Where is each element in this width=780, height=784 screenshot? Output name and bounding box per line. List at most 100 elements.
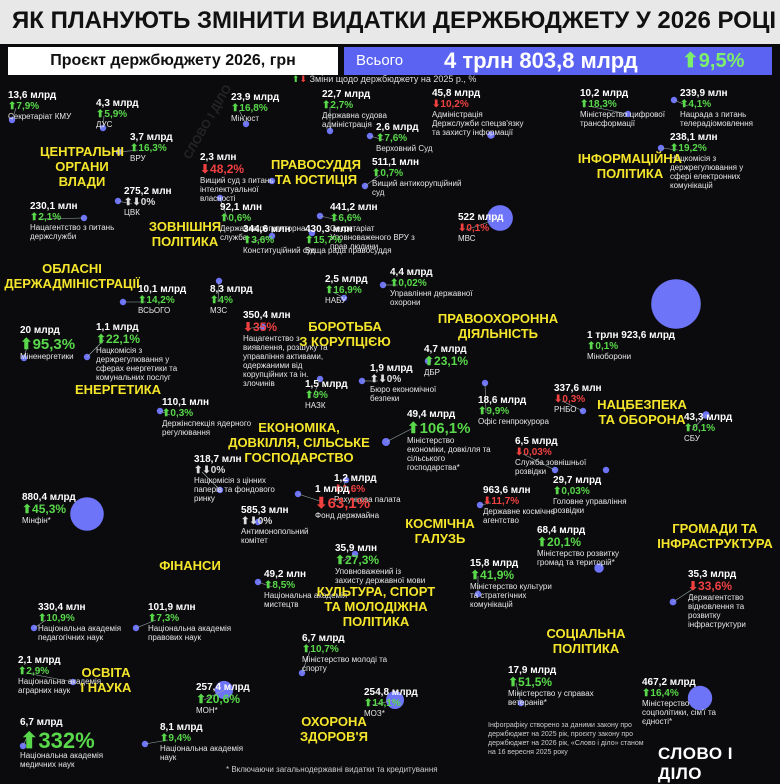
amount-text: 2,3 млн — [200, 152, 236, 163]
item-name: Держагентство — [688, 593, 744, 602]
bubble-label-5.0: 522 млрд⬇0,1%МВС — [458, 212, 504, 243]
bubble-label-14.0: 330,4 млн⬆10,9%Національна академіяпедаг… — [38, 602, 121, 642]
category-name: КУЛЬТУРА, СПОРТ — [317, 584, 436, 599]
item-name: держрегулювання у — [670, 163, 743, 172]
bubble-9.3 — [254, 518, 262, 526]
item-name: МВС — [458, 234, 476, 243]
item-name: сфері електронних — [670, 172, 740, 181]
bubble-label-7.1: 337,6 млн⬇0,3%РНБО — [554, 383, 602, 414]
item-name: ВСЬОГО — [138, 306, 170, 315]
item-name: РНБО — [554, 405, 577, 414]
change-text: ⬆9,9% — [478, 406, 509, 417]
category-name: ФІНАНСИ — [159, 558, 221, 573]
item-name: Державна судова — [322, 111, 387, 120]
category-name: ПОЛІТИКА — [597, 166, 664, 181]
amount-text: 8,1 млрд — [160, 722, 203, 733]
amount-text: 35,3 млрд — [688, 569, 737, 580]
leader-line — [159, 410, 171, 416]
amount-text: 45,8 млрд — [432, 88, 481, 99]
item-name: наук — [160, 753, 177, 762]
leader-line — [25, 672, 74, 683]
change-text: ⬆16,3% — [130, 143, 167, 154]
item-name: розвитку — [688, 611, 720, 620]
amount-text: 10,2 млрд — [580, 88, 629, 99]
item-name: охорони — [390, 298, 421, 307]
down-arrow-icon: ⬇ — [299, 74, 308, 84]
bubble-label-1.7: 344,6 млн⬆3,6%Конституційний суд — [243, 224, 316, 255]
amount-text: 2,1 млрд — [18, 655, 61, 666]
item-name: злочинів — [243, 379, 275, 388]
leader-line — [238, 109, 247, 125]
item-name: Міноборони — [587, 352, 631, 361]
category-name: ІНФРАСТРУКТУРА — [657, 536, 773, 551]
leader-line — [587, 105, 629, 115]
leader-line — [301, 650, 311, 674]
amount-text: 467,2 млрд — [642, 677, 696, 688]
item-name: ДУС — [96, 120, 113, 129]
amount-text: 2,6 млрд — [376, 122, 419, 133]
item-name: прав людини — [330, 242, 378, 251]
item-name: Рахункова палата — [334, 495, 401, 504]
item-name: Державна регуляторна — [220, 224, 306, 233]
amount-text: 49,2 млн — [264, 569, 306, 580]
category-label: ФІНАНСИ — [159, 558, 221, 573]
bubble-label-10.0: 880,4 млрд⬆45,3%Мінфін* — [22, 492, 76, 525]
leader-line — [297, 493, 324, 503]
amount-text: 3,7 млрд — [130, 132, 173, 143]
bubble-16.1 — [687, 685, 713, 711]
item-name: МЗС — [210, 306, 227, 315]
item-name: захисту державної мови — [335, 576, 425, 585]
leader-line — [371, 699, 396, 706]
change-text: ⬆95,3% — [20, 336, 75, 353]
item-name: правових наук — [148, 633, 202, 642]
change-text: ⬇35% — [243, 320, 277, 334]
leader-line — [341, 479, 347, 492]
bubble-label-12.1: 35,3 млрд⬇33,6%Держагентствовідновлення … — [688, 569, 746, 629]
change-text: ⬆23,1% — [424, 354, 468, 368]
amount-text: 318,7 млн — [194, 454, 242, 465]
item-name: Мінфін* — [22, 516, 51, 525]
item-name: Офіс генпрокурора — [478, 417, 549, 426]
item-name: Міністерство розвитку — [537, 549, 619, 558]
item-name: Міністерство молоді та — [302, 655, 388, 664]
change-text: ⬆5,9% — [96, 109, 127, 120]
item-name: Національна академія — [20, 751, 103, 760]
change-text: ⬆27,3% — [335, 553, 379, 567]
amount-text: 15,8 млрд — [470, 558, 519, 569]
bubble-label-2.2: 239,9 млн⬆4,1%Нацрада з питаньтелерадіом… — [680, 88, 753, 128]
item-name: Міністерство — [642, 699, 690, 708]
item-name: держрегулювання у — [96, 355, 169, 364]
change-text: ⬆51,5% — [508, 675, 552, 689]
item-name: ЦВК — [124, 208, 140, 217]
amount-text: 43,3 млрд — [684, 412, 733, 423]
amount-text: 275,2 млн — [124, 186, 172, 197]
item-name: сферах енергетики та — [96, 364, 178, 373]
bubble-label-15.0: 254,8 млрд⬆14,1%МОЗ* — [364, 687, 418, 718]
change-text: ⬆106,1% — [407, 420, 470, 437]
item-name: Міненергетики — [20, 352, 74, 361]
item-name: Міністерство у справах — [508, 689, 594, 698]
item-name: паперів та фондового — [194, 485, 275, 494]
leader-line — [672, 586, 697, 603]
bubble-label-14.3: 257,4 млрд⬆20,6%МОН* — [196, 682, 250, 715]
leader-line — [219, 197, 229, 221]
category-name: ЗОВНІШНЯ — [149, 219, 221, 234]
header: ЯК ПЛАНУЮТЬ ЗМІНИТИ ВИДАТКИ ДЕРЖБЮДЖЕТУ … — [0, 0, 780, 44]
bubble-label-8.2: 110,1 млн⬆0,3%Держінспекція ядерногорегу… — [162, 397, 252, 437]
change-text: ⬆10,9% — [38, 613, 75, 624]
leader-line — [515, 682, 522, 704]
change-text: ⬆16,4% — [642, 688, 679, 699]
category-name: ЕКОНОМІКА, — [258, 420, 340, 435]
